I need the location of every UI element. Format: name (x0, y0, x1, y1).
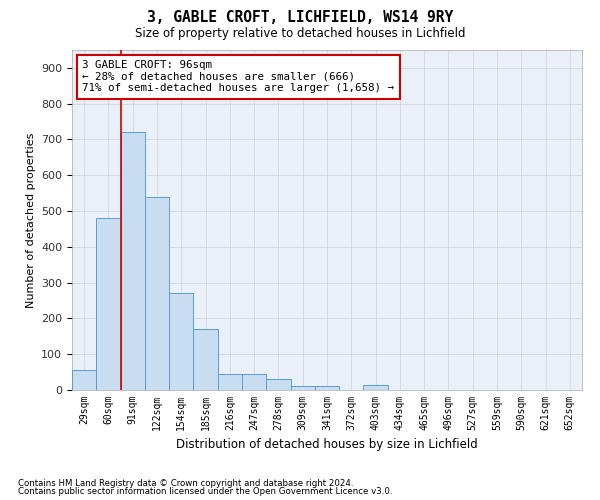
Bar (121, 132, 145, 390)
Bar (145, 196, 169, 390)
Bar (315, 386, 339, 390)
Bar (96, 218, 121, 390)
Text: Contains public sector information licensed under the Open Government Licence v3: Contains public sector information licen… (18, 487, 392, 496)
Bar (364, 384, 388, 390)
Bar (169, 294, 193, 390)
Text: 3, GABLE CROFT, LICHFIELD, WS14 9RY: 3, GABLE CROFT, LICHFIELD, WS14 9RY (147, 10, 453, 25)
Bar (218, 374, 242, 390)
Bar (193, 329, 218, 390)
Text: 3 GABLE CROFT: 96sqm
← 28% of detached houses are smaller (666)
71% of semi-deta: 3 GABLE CROFT: 96sqm ← 28% of detached h… (82, 60, 394, 94)
Y-axis label: Number of detached properties: Number of detached properties (26, 132, 35, 308)
Bar (266, 380, 290, 390)
Text: Size of property relative to detached houses in Lichfield: Size of property relative to detached ho… (135, 28, 465, 40)
X-axis label: Distribution of detached houses by size in Lichfield: Distribution of detached houses by size … (176, 438, 478, 452)
Bar (242, 374, 266, 390)
Bar (72, 370, 96, 390)
Text: Contains HM Land Registry data © Crown copyright and database right 2024.: Contains HM Land Registry data © Crown c… (18, 478, 353, 488)
Bar (290, 386, 315, 390)
